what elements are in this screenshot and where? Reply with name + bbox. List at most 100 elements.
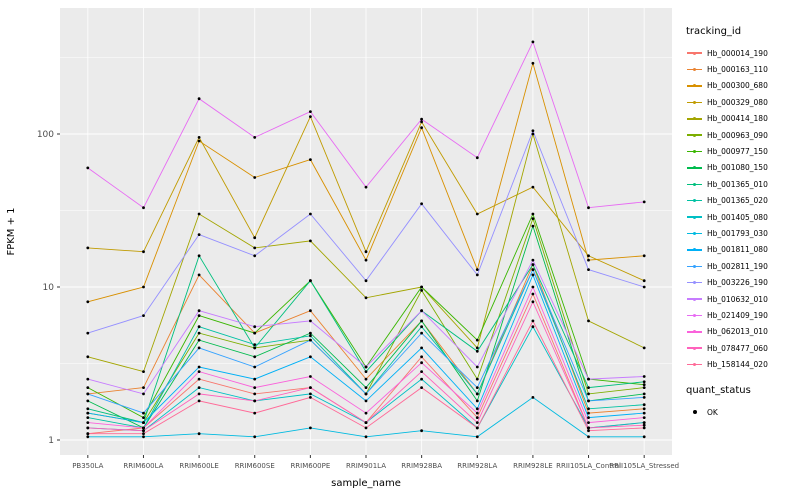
legend-label: OK <box>707 407 718 417</box>
legend-label: Hb_002811_190 <box>707 261 768 271</box>
legend-key-line-icon <box>686 146 703 158</box>
data-point <box>587 407 590 411</box>
data-point <box>364 386 368 389</box>
data-point <box>475 392 479 396</box>
legend-key-line-icon <box>686 260 703 272</box>
data-point <box>197 139 201 143</box>
data-point <box>475 416 479 419</box>
data-point <box>642 375 646 378</box>
data-point <box>197 331 201 335</box>
legend-label: Hb_000014_190 <box>707 48 768 58</box>
legend-items: Hb_000014_190 Hb_000163_110 Hb_000300_680 H… <box>686 45 798 373</box>
legend-key-line-icon <box>686 227 703 239</box>
legend-label: Hb_021409_190 <box>707 310 768 320</box>
data-point <box>642 392 646 396</box>
legend-key-line-icon <box>686 129 703 141</box>
data-point <box>86 421 90 424</box>
data-point <box>642 200 646 204</box>
data-point <box>197 386 201 389</box>
data-point <box>309 334 312 338</box>
data-point <box>531 40 535 44</box>
data-point <box>142 421 145 424</box>
data-point <box>253 331 257 335</box>
data-point <box>364 435 368 439</box>
data-point <box>142 432 145 436</box>
legend-item: Hb_001793_030 <box>686 225 798 241</box>
data-point <box>642 396 646 399</box>
legend-item-ok: OK <box>686 404 798 420</box>
data-point <box>531 300 535 304</box>
data-point <box>364 377 368 381</box>
data-point <box>587 254 590 258</box>
data-point <box>364 296 368 300</box>
legend-item: Hb_000163_110 <box>686 61 798 77</box>
data-point <box>475 156 479 160</box>
data-point <box>531 268 535 271</box>
data-point <box>420 331 423 335</box>
data-point <box>587 268 590 271</box>
data-point <box>253 325 257 329</box>
data-point <box>253 236 257 240</box>
data-point <box>475 268 479 271</box>
data-point <box>420 346 423 350</box>
legend-label: Hb_062013_010 <box>707 327 768 337</box>
data-point <box>309 319 312 323</box>
data-point <box>364 392 368 396</box>
data-point <box>364 279 368 283</box>
data-point <box>642 423 646 427</box>
legend-key-line-icon <box>686 178 703 190</box>
x-tick-label: RRIM928LA <box>457 462 497 470</box>
legend-item: Hb_002811_190 <box>686 258 798 274</box>
legend-key-line-icon <box>686 113 703 125</box>
data-point <box>142 411 145 415</box>
data-point <box>642 421 646 424</box>
data-point <box>420 429 423 433</box>
data-point <box>587 392 590 396</box>
data-point <box>531 129 535 133</box>
legend-label: Hb_001405_080 <box>707 212 768 222</box>
data-point <box>197 377 201 381</box>
x-tick-label: RRII105LA_Stressed <box>609 462 679 470</box>
data-point <box>86 246 90 250</box>
data-point <box>420 289 423 292</box>
data-point <box>587 258 590 262</box>
legend-item: Hb_000329_080 <box>686 94 798 110</box>
legend-item: Hb_000014_190 <box>686 45 798 61</box>
legend-item: Hb_001405_080 <box>686 209 798 225</box>
data-point <box>197 399 201 403</box>
data-point <box>364 370 368 373</box>
legend-label: Hb_001793_030 <box>707 228 768 238</box>
data-point <box>142 386 145 389</box>
legend-key-line-icon <box>686 47 703 59</box>
data-point <box>253 176 257 179</box>
legend-key-line-icon <box>686 211 703 223</box>
data-point <box>253 246 257 250</box>
data-point <box>197 97 201 101</box>
legend-label: Hb_000977_150 <box>707 147 768 157</box>
data-point <box>642 285 646 289</box>
legend-key-line-icon <box>686 96 703 108</box>
data-point <box>587 377 590 381</box>
data-point <box>253 399 257 403</box>
data-point <box>86 300 90 304</box>
data-point <box>475 407 479 411</box>
data-point <box>197 254 201 258</box>
data-point <box>197 273 201 277</box>
data-point <box>420 319 423 323</box>
legend-item: Hb_000414_180 <box>686 111 798 127</box>
data-point <box>86 355 90 359</box>
legend-label: Hb_001365_010 <box>707 179 768 189</box>
legend-item: Hb_001365_020 <box>686 193 798 209</box>
legend: tracking_id Hb_000014_190 Hb_000163_110 Hb… <box>686 26 798 420</box>
legend-title-tracking-id: tracking_id <box>686 26 742 37</box>
legend-item: Hb_001365_010 <box>686 176 798 192</box>
legend-title-quant-status: quant_status <box>686 384 751 396</box>
data-point <box>642 380 646 384</box>
data-point <box>531 396 535 399</box>
data-point <box>142 429 145 433</box>
data-point <box>86 399 90 403</box>
data-point <box>253 254 257 258</box>
data-point <box>142 435 145 439</box>
data-point <box>420 285 423 289</box>
legend-label: Hb_001080_150 <box>707 163 768 173</box>
